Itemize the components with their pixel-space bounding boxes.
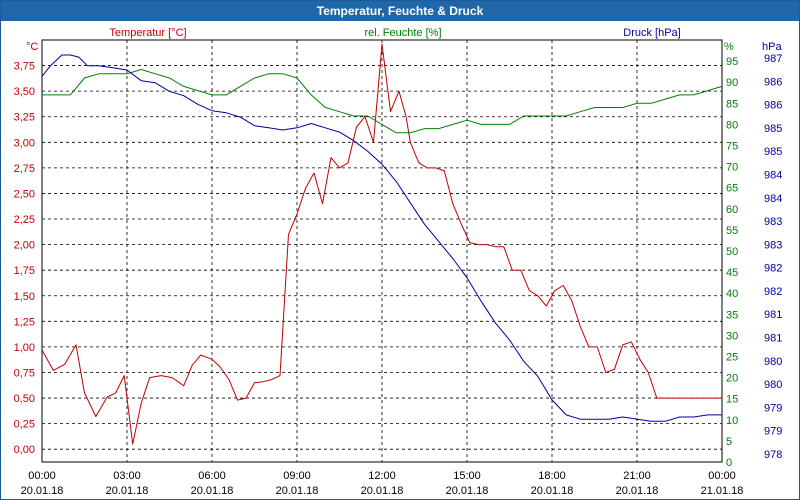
humidity-tick-label: 35	[726, 309, 738, 321]
pressure-line	[41, 54, 722, 422]
humidity-tick-label: 85	[726, 98, 738, 110]
pressure-tick-label: 978	[764, 449, 782, 461]
x-tick-time: 12:00	[368, 470, 396, 482]
humidity-tick-label: 0	[726, 457, 732, 469]
legend-temperature: Temperatur [°C]	[109, 27, 186, 39]
temperature-unit-label: °C	[26, 41, 38, 53]
pressure-tick-label: 986	[764, 100, 782, 112]
humidity-tick-label: 95	[726, 56, 738, 68]
humidity-tick-label: 75	[726, 141, 738, 153]
temperature-tick-label: 0,25	[14, 419, 35, 431]
pressure-tick-label: 986	[764, 76, 782, 88]
humidity-tick-label: 20	[726, 373, 738, 385]
x-tick-time: 00:00	[28, 470, 56, 482]
x-tick-time: 09:00	[283, 470, 311, 482]
humidity-tick-label: 80	[726, 119, 738, 131]
x-tick-time: 06:00	[198, 470, 226, 482]
humidity-line	[42, 69, 723, 134]
humidity-tick-label: 90	[726, 77, 738, 89]
humidity-tick-label: 45	[726, 267, 738, 279]
pressure-tick-label: 979	[764, 402, 782, 414]
temperature-tick-label: 3,50	[14, 86, 35, 98]
temperature-line	[41, 43, 722, 445]
humidity-tick-label: 10	[726, 415, 738, 427]
humidity-tick-label: 25	[726, 352, 738, 364]
temperature-tick-label: 0,75	[14, 367, 35, 379]
temperature-tick-label: 1,50	[14, 291, 35, 303]
pressure-tick-label: 980	[764, 379, 782, 391]
pressure-tick-label: 979	[764, 426, 782, 438]
pressure-tick-label: 980	[764, 356, 782, 368]
x-tick-date: 21.01.18	[701, 485, 744, 497]
temperature-tick-label: 3,75	[14, 61, 35, 73]
temperature-tick-label: 1,00	[14, 342, 35, 354]
temperature-tick-label: 1,75	[14, 265, 35, 277]
humidity-tick-label: 5	[726, 436, 732, 448]
pressure-tick-label: 984	[764, 169, 782, 181]
x-tick-time: 18:00	[538, 470, 566, 482]
humidity-tick-label: 15	[726, 394, 738, 406]
pressure-tick-label: 981	[764, 333, 782, 345]
pressure-unit-label: hPa	[762, 41, 782, 53]
x-tick-date: 20.01.18	[616, 485, 659, 497]
axis-labels: 0,00 0,25 0,50 0,75 1,00 1,25 1,50 1,75 2,00 2,25…	[14, 53, 783, 497]
x-tick-date: 20.01.18	[21, 485, 64, 497]
pressure-tick-label: 985	[764, 123, 782, 135]
temperature-tick-label: 2,00	[14, 240, 35, 252]
humidity-tick-label: 40	[726, 288, 738, 300]
x-tick-date: 20.01.18	[276, 485, 319, 497]
temperature-tick-label: 3,25	[14, 112, 35, 124]
x-tick-time: 03:00	[113, 470, 141, 482]
temperature-tick-label: 2,75	[14, 163, 35, 175]
temperature-tick-label: 0,00	[14, 444, 35, 456]
pressure-tick-label: 982	[764, 263, 782, 275]
legend-pressure: Druck [hPa]	[623, 27, 680, 39]
pressure-tick-label: 983	[764, 216, 782, 228]
pressure-tick-label: 982	[764, 286, 782, 298]
x-tick-date: 20.01.18	[191, 485, 234, 497]
humidity-tick-label: 50	[726, 246, 738, 258]
x-tick-time: 00:00	[708, 470, 736, 482]
temperature-tick-label: 1,25	[14, 316, 35, 328]
legend-humidity: rel. Feuchte [%]	[364, 27, 441, 39]
series-layer	[41, 43, 723, 445]
pressure-tick-label: 984	[764, 193, 782, 205]
humidity-tick-label: 65	[726, 183, 738, 195]
temperature-tick-label: 2,25	[14, 214, 35, 226]
x-tick-date: 20.01.18	[446, 485, 489, 497]
temperature-tick-label: 0,50	[14, 393, 35, 405]
humidity-unit-label: %	[724, 41, 734, 53]
x-tick-time: 15:00	[453, 470, 481, 482]
pressure-tick-label: 983	[764, 239, 782, 251]
grid	[41, 39, 723, 463]
humidity-tick-label: 60	[726, 204, 738, 216]
x-tick-time: 21:00	[623, 470, 651, 482]
pressure-tick-label: 981	[764, 309, 782, 321]
pressure-tick-label: 985	[764, 146, 782, 158]
x-tick-date: 20.01.18	[106, 485, 149, 497]
x-tick-date: 20.01.18	[361, 485, 404, 497]
humidity-tick-label: 30	[726, 330, 738, 342]
x-tick-date: 20.01.18	[531, 485, 574, 497]
humidity-tick-label: 70	[726, 162, 738, 174]
window-title: Temperatur, Feuchte & Druck	[1, 1, 799, 21]
temperature-tick-label: 3,00	[14, 137, 35, 149]
humidity-tick-label: 55	[726, 225, 738, 237]
pressure-tick-label: 987	[764, 53, 782, 65]
temperature-tick-label: 2,50	[14, 188, 35, 200]
